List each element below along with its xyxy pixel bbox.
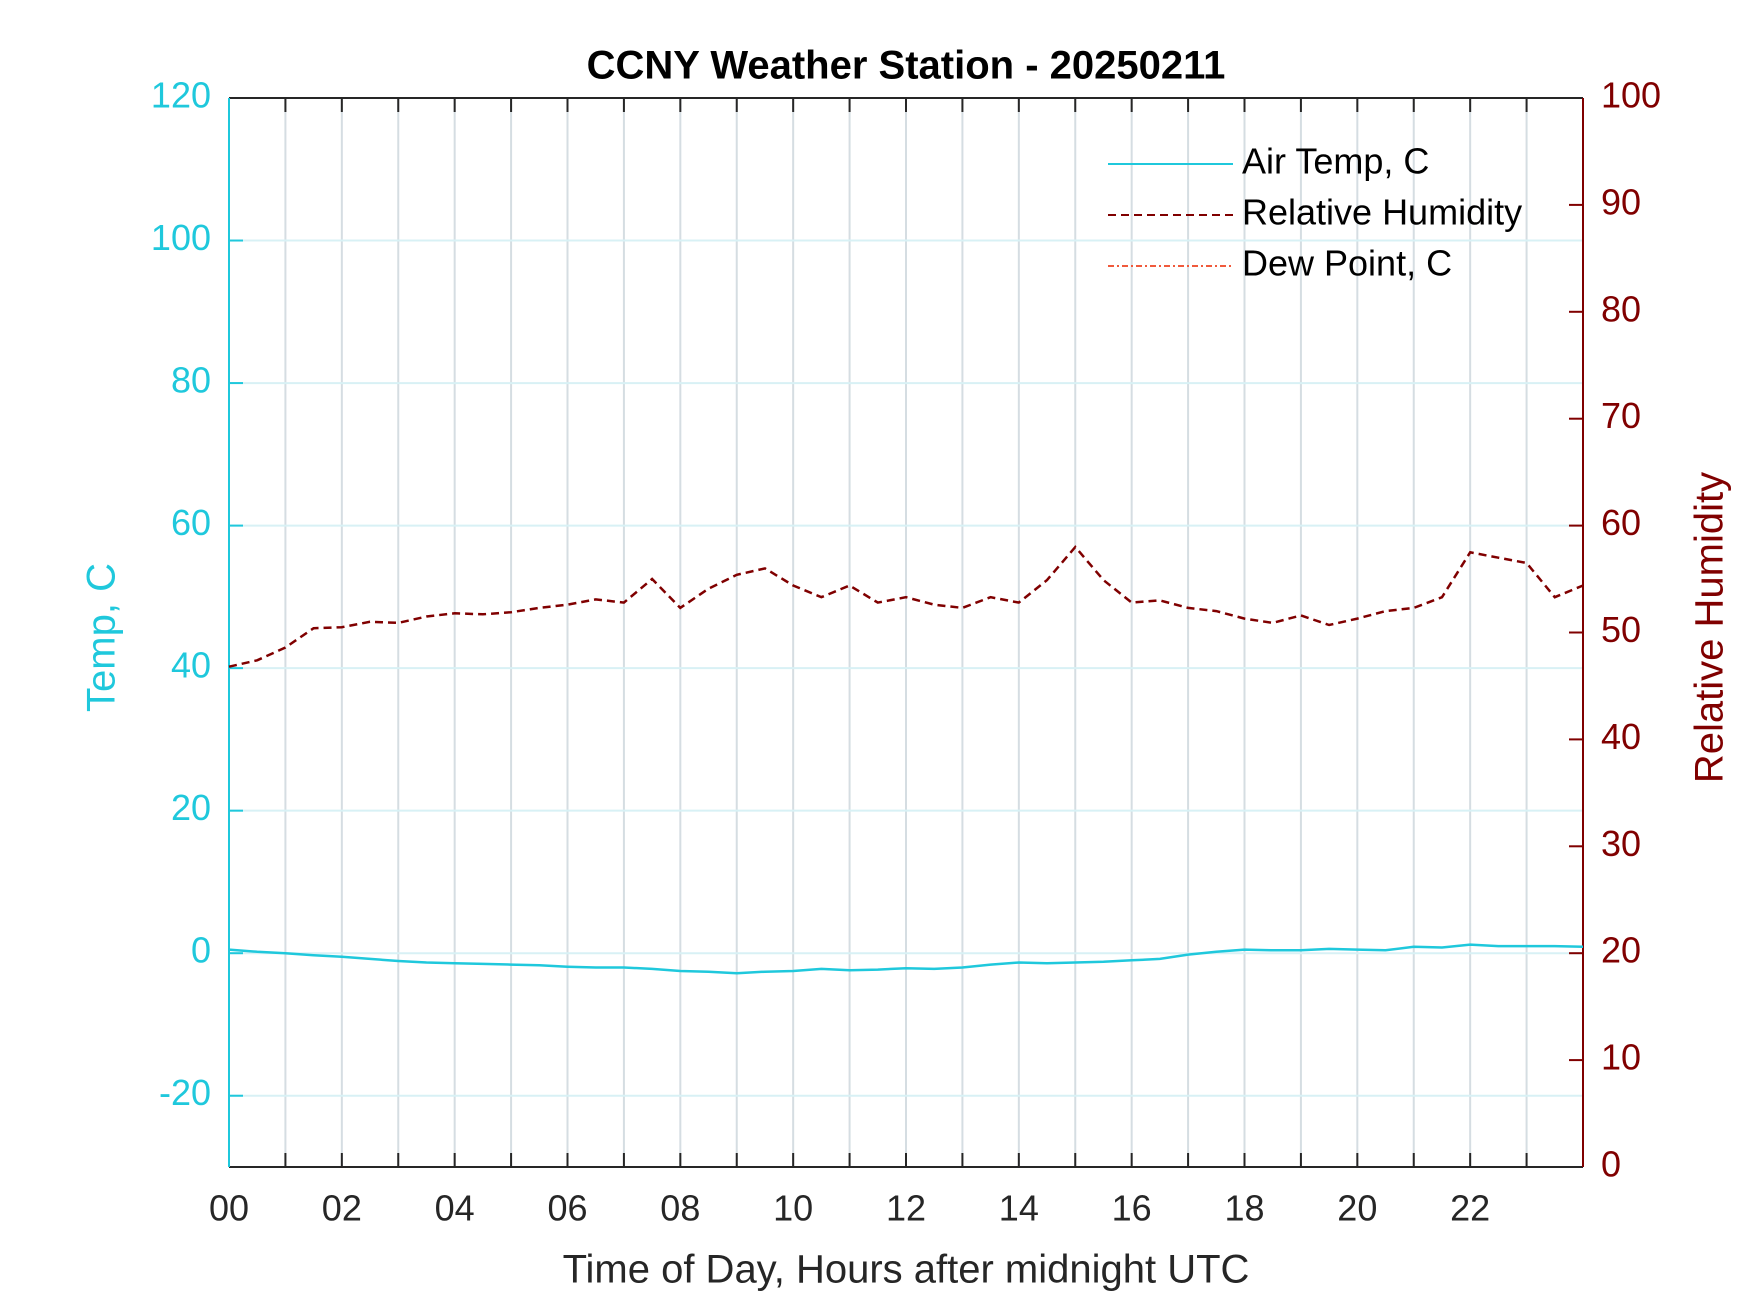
x-tick-label: 02 — [322, 1188, 362, 1229]
y2-tick-label: 40 — [1601, 716, 1641, 757]
x-tick-label: 18 — [1224, 1188, 1264, 1229]
x-axis-label: Time of Day, Hours after midnight UTC — [563, 1248, 1250, 1292]
legend-label: Air Temp, C — [1242, 141, 1429, 182]
y-tick-label: 20 — [171, 787, 211, 828]
x-tick-label: 00 — [209, 1188, 249, 1229]
y-tick-label: 120 — [151, 75, 211, 116]
y2-tick-label: 50 — [1601, 609, 1641, 650]
x-tick-label: 04 — [435, 1188, 475, 1229]
y-axis-label: Temp, C — [80, 563, 124, 712]
x-tick-label: 16 — [1112, 1188, 1152, 1229]
y-tick-label: -20 — [159, 1072, 211, 1113]
x-tick-label: 14 — [999, 1188, 1039, 1229]
y2-tick-label: 30 — [1601, 823, 1641, 864]
y2-tick-label: 20 — [1601, 930, 1641, 971]
y-tick-label: 60 — [171, 502, 211, 543]
x-tick-label: 12 — [886, 1188, 926, 1229]
legend-label: Relative Humidity — [1242, 192, 1522, 233]
x-tick-label: 06 — [547, 1188, 587, 1229]
legend-label: Dew Point, C — [1242, 243, 1452, 284]
chart-title: CCNY Weather Station - 20250211 — [587, 44, 1226, 88]
series-line — [228, 943, 1584, 975]
y-tick-label: 0 — [191, 930, 211, 971]
y2-tick-label: 90 — [1601, 181, 1641, 222]
y2-tick-label: 80 — [1601, 288, 1641, 329]
y-tick-label: 80 — [171, 360, 211, 401]
x-tick-label: 22 — [1450, 1188, 1490, 1229]
y-tick-label: 100 — [151, 217, 211, 258]
y-tick-label: 40 — [171, 645, 211, 686]
y2-tick-label: 100 — [1601, 75, 1661, 116]
series-line — [228, 545, 1584, 668]
x-tick-label: 08 — [660, 1188, 700, 1229]
y2-tick-label: 10 — [1601, 1037, 1641, 1078]
y2-tick-label: 0 — [1601, 1144, 1621, 1185]
y2-tick-label: 60 — [1601, 502, 1641, 543]
y2-axis-label: Relative Humidity — [1688, 472, 1732, 783]
x-tick-label: 20 — [1337, 1188, 1377, 1229]
y2-tick-label: 70 — [1601, 395, 1641, 436]
x-tick-label: 10 — [773, 1188, 813, 1229]
